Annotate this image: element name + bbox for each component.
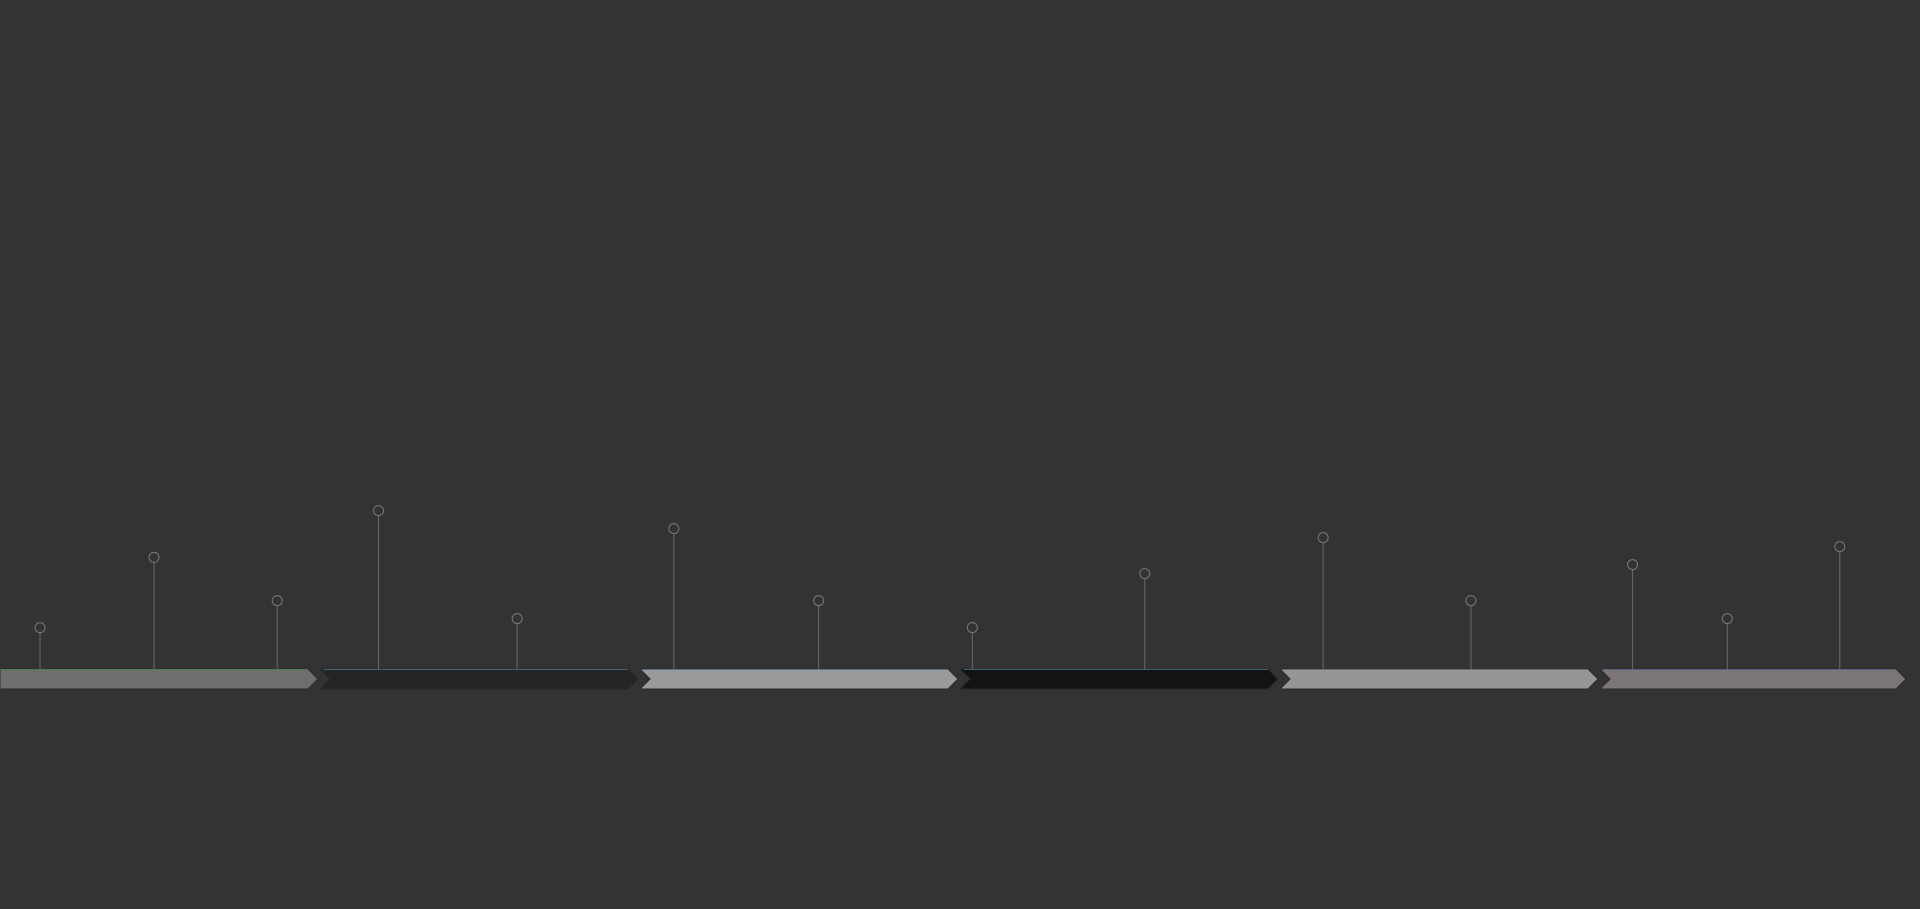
marker-head-icon <box>668 523 680 535</box>
timeline-marker-8 <box>966 622 978 669</box>
marker-head-icon <box>813 595 825 607</box>
timeline-segment-1 <box>0 668 319 690</box>
marker-head-icon <box>1317 532 1329 544</box>
marker-head-icon <box>271 595 283 607</box>
timeline-marker-9 <box>1139 568 1151 669</box>
timeline-marker-3 <box>271 595 283 669</box>
timeline-marker-7 <box>813 595 825 669</box>
timeline-marker-1 <box>34 622 46 669</box>
timeline-marker-5 <box>511 613 523 669</box>
timeline-marker-10 <box>1317 532 1329 669</box>
marker-head-icon <box>1834 541 1846 553</box>
marker-head-icon <box>1721 613 1733 625</box>
timeline-marker-12 <box>1627 559 1639 669</box>
marker-head-icon <box>34 622 46 634</box>
timeline-marker-13 <box>1721 613 1733 669</box>
timeline-marker-4 <box>373 505 385 669</box>
timeline-segment-4 <box>958 668 1279 690</box>
marker-head-icon <box>1465 595 1477 607</box>
timeline-segment-2 <box>318 668 639 690</box>
timeline-marker-2 <box>148 551 160 669</box>
timeline-marker-11 <box>1465 595 1477 669</box>
marker-head-icon <box>511 613 523 625</box>
timeline-segment-3 <box>638 668 959 690</box>
timeline-marker-14 <box>1834 541 1846 669</box>
marker-head-icon <box>148 551 160 563</box>
timeline-segment-5 <box>1278 668 1599 690</box>
marker-head-icon <box>966 622 978 634</box>
timeline-marker-6 <box>668 523 680 669</box>
timeline-segment-6 <box>1598 668 1907 690</box>
marker-head-icon <box>1627 559 1639 571</box>
marker-head-icon <box>1139 568 1151 580</box>
marker-head-icon <box>373 505 385 517</box>
